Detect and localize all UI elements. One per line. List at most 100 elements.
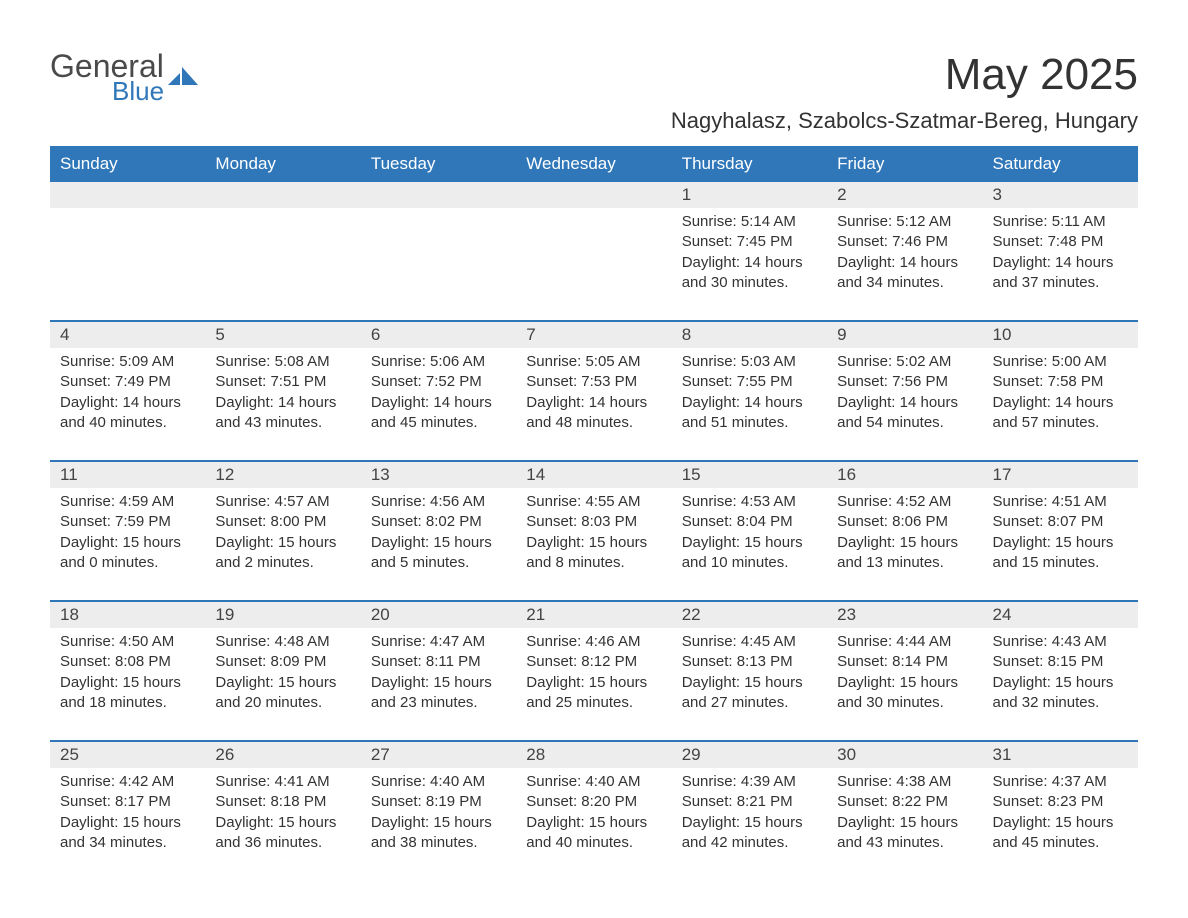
day-daylight1: Daylight: 15 hours bbox=[526, 673, 665, 693]
day-daylight1: Daylight: 14 hours bbox=[682, 253, 821, 273]
day-sunrise: Sunrise: 5:06 AM bbox=[371, 352, 510, 372]
calendar-week: 1Sunrise: 5:14 AMSunset: 7:45 PMDaylight… bbox=[50, 182, 1138, 310]
day-number: 15 bbox=[672, 462, 827, 488]
day-number: 27 bbox=[361, 742, 516, 768]
calendar-cell bbox=[361, 182, 516, 310]
day-sunset: Sunset: 8:23 PM bbox=[993, 792, 1132, 812]
day-sunset: Sunset: 8:13 PM bbox=[682, 652, 821, 672]
day-daylight2: and 40 minutes. bbox=[526, 833, 665, 853]
day-sunrise: Sunrise: 4:43 AM bbox=[993, 632, 1132, 652]
day-daylight1: Daylight: 15 hours bbox=[215, 533, 354, 553]
day-sunrise: Sunrise: 5:08 AM bbox=[215, 352, 354, 372]
day-number bbox=[50, 182, 205, 208]
header-row: General Blue May 2025 bbox=[50, 50, 1138, 104]
day-number: 14 bbox=[516, 462, 671, 488]
location-subtitle: Nagyhalasz, Szabolcs-Szatmar-Bereg, Hung… bbox=[50, 108, 1138, 134]
day-details: Sunrise: 4:40 AMSunset: 8:19 PMDaylight:… bbox=[367, 772, 510, 853]
calendar-cell: 9Sunrise: 5:02 AMSunset: 7:56 PMDaylight… bbox=[827, 322, 982, 450]
calendar-cell: 21Sunrise: 4:46 AMSunset: 8:12 PMDayligh… bbox=[516, 602, 671, 730]
day-sunrise: Sunrise: 4:59 AM bbox=[60, 492, 199, 512]
day-daylight1: Daylight: 15 hours bbox=[526, 533, 665, 553]
day-number: 16 bbox=[827, 462, 982, 488]
day-sunset: Sunset: 7:45 PM bbox=[682, 232, 821, 252]
day-details: Sunrise: 5:00 AMSunset: 7:58 PMDaylight:… bbox=[989, 352, 1132, 433]
calendar-cell: 16Sunrise: 4:52 AMSunset: 8:06 PMDayligh… bbox=[827, 462, 982, 590]
day-number: 30 bbox=[827, 742, 982, 768]
day-number: 23 bbox=[827, 602, 982, 628]
day-details: Sunrise: 5:06 AMSunset: 7:52 PMDaylight:… bbox=[367, 352, 510, 433]
day-details: Sunrise: 5:09 AMSunset: 7:49 PMDaylight:… bbox=[56, 352, 199, 433]
day-number: 12 bbox=[205, 462, 360, 488]
calendar-cell bbox=[205, 182, 360, 310]
day-daylight2: and 43 minutes. bbox=[215, 413, 354, 433]
day-number: 4 bbox=[50, 322, 205, 348]
day-daylight2: and 30 minutes. bbox=[682, 273, 821, 293]
calendar-cell: 12 Sunrise: 4:57 AMSunset: 8:00 PMDayligh… bbox=[205, 462, 360, 590]
day-daylight2: and 13 minutes. bbox=[837, 553, 976, 573]
day-daylight2: and 57 minutes. bbox=[993, 413, 1132, 433]
day-daylight2: and 38 minutes. bbox=[371, 833, 510, 853]
day-sunrise: Sunrise: 4:51 AM bbox=[993, 492, 1132, 512]
day-details: Sunrise: 4:59 AMSunset: 7:59 PMDaylight:… bbox=[56, 492, 199, 573]
calendar-cell: 24Sunrise: 4:43 AMSunset: 8:15 PMDayligh… bbox=[983, 602, 1138, 730]
day-daylight2: and 36 minutes. bbox=[215, 833, 354, 853]
day-details: Sunrise: 4:40 AMSunset: 8:20 PMDaylight:… bbox=[522, 772, 665, 853]
day-number: 3 bbox=[983, 182, 1138, 208]
day-details: Sunrise: 4:47 AMSunset: 8:11 PMDaylight:… bbox=[367, 632, 510, 713]
day-sunset: Sunset: 8:12 PM bbox=[526, 652, 665, 672]
day-sunset: Sunset: 8:15 PM bbox=[993, 652, 1132, 672]
calendar-cell: 30Sunrise: 4:38 AMSunset: 8:22 PMDayligh… bbox=[827, 742, 982, 870]
day-sunset: Sunset: 7:59 PM bbox=[60, 512, 199, 532]
day-daylight2: and 34 minutes. bbox=[60, 833, 199, 853]
calendar-cell: 20 Sunrise: 4:47 AMSunset: 8:11 PMDayligh… bbox=[361, 602, 516, 730]
day-daylight2: and 43 minutes. bbox=[837, 833, 976, 853]
day-sunset: Sunset: 8:21 PM bbox=[682, 792, 821, 812]
day-daylight2: and 20 minutes. bbox=[215, 693, 354, 713]
day-details: Sunrise: 4:50 AMSunset: 8:08 PMDaylight:… bbox=[56, 632, 199, 713]
day-daylight1: Daylight: 14 hours bbox=[526, 393, 665, 413]
day-details: Sunrise: 4:57 AMSunset: 8:00 PMDaylight:… bbox=[211, 492, 354, 573]
calendar-cell: 1Sunrise: 5:14 AMSunset: 7:45 PMDaylight… bbox=[672, 182, 827, 310]
day-number: 22 bbox=[672, 602, 827, 628]
calendar-cell: 31Sunrise: 4:37 AMSunset: 8:23 PMDayligh… bbox=[983, 742, 1138, 870]
day-sunset: Sunset: 8:02 PM bbox=[371, 512, 510, 532]
day-sunset: Sunset: 7:49 PM bbox=[60, 372, 199, 392]
day-number: 1 bbox=[672, 182, 827, 208]
calendar-cell: 7Sunrise: 5:05 AMSunset: 7:53 PMDaylight… bbox=[516, 322, 671, 450]
calendar-body: 1Sunrise: 5:14 AMSunset: 7:45 PMDaylight… bbox=[50, 182, 1138, 870]
day-number: 21 bbox=[516, 602, 671, 628]
day-daylight1: Daylight: 15 hours bbox=[993, 673, 1132, 693]
day-number: 20 bbox=[361, 602, 516, 628]
day-daylight1: Daylight: 15 hours bbox=[371, 673, 510, 693]
day-number: 6 bbox=[361, 322, 516, 348]
weekday-header: Wednesday bbox=[516, 146, 671, 182]
day-sunrise: Sunrise: 5:03 AM bbox=[682, 352, 821, 372]
day-daylight1: Daylight: 15 hours bbox=[371, 533, 510, 553]
calendar-cell: 18Sunrise: 4:50 AMSunset: 8:08 PMDayligh… bbox=[50, 602, 205, 730]
day-sunset: Sunset: 7:56 PM bbox=[837, 372, 976, 392]
calendar-week: 25Sunrise: 4:42 AMSunset: 8:17 PMDayligh… bbox=[50, 740, 1138, 870]
day-daylight2: and 51 minutes. bbox=[682, 413, 821, 433]
day-sunrise: Sunrise: 4:40 AM bbox=[371, 772, 510, 792]
day-daylight2: and 10 minutes. bbox=[682, 553, 821, 573]
day-details: Sunrise: 4:53 AMSunset: 8:04 PMDaylight:… bbox=[678, 492, 821, 573]
day-sunset: Sunset: 7:58 PM bbox=[993, 372, 1132, 392]
day-number bbox=[205, 182, 360, 208]
day-sunrise: Sunrise: 4:41 AM bbox=[215, 772, 354, 792]
day-sunrise: Sunrise: 4:45 AM bbox=[682, 632, 821, 652]
day-daylight2: and 25 minutes. bbox=[526, 693, 665, 713]
day-daylight1: Daylight: 15 hours bbox=[371, 813, 510, 833]
day-daylight2: and 48 minutes. bbox=[526, 413, 665, 433]
day-number bbox=[361, 182, 516, 208]
day-details: Sunrise: 4:45 AMSunset: 8:13 PMDaylight:… bbox=[678, 632, 821, 713]
weekday-header: Sunday bbox=[50, 146, 205, 182]
day-daylight2: and 45 minutes. bbox=[371, 413, 510, 433]
day-daylight1: Daylight: 15 hours bbox=[682, 813, 821, 833]
weekday-header: Friday bbox=[827, 146, 982, 182]
weekday-header: Tuesday bbox=[361, 146, 516, 182]
day-sunset: Sunset: 7:53 PM bbox=[526, 372, 665, 392]
brand-text-blue: Blue bbox=[112, 78, 164, 104]
day-details: Sunrise: 4:39 AMSunset: 8:21 PMDaylight:… bbox=[678, 772, 821, 853]
day-sunset: Sunset: 8:22 PM bbox=[837, 792, 976, 812]
calendar-cell: 22 Sunrise: 4:45 AMSunset: 8:13 PMDayligh… bbox=[672, 602, 827, 730]
